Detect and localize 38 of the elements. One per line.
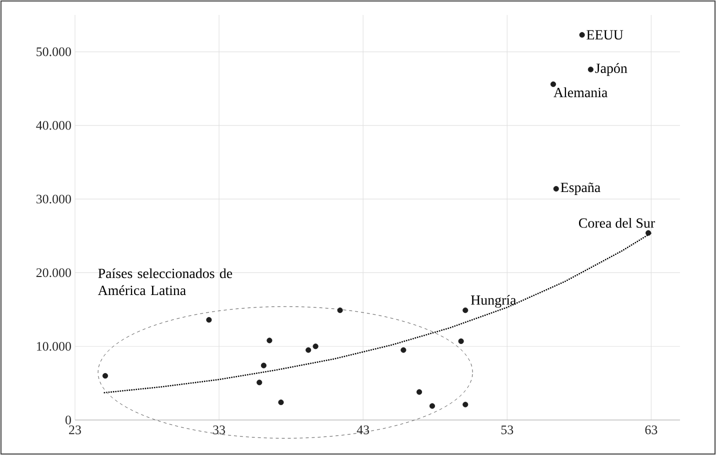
point	[337, 307, 343, 314]
point	[579, 32, 585, 38]
point	[306, 347, 312, 353]
point	[462, 402, 468, 408]
x-tick-label: 23	[69, 426, 81, 434]
point	[400, 347, 406, 353]
annotation: EEUU	[586, 30, 624, 40]
point	[429, 403, 436, 409]
point	[458, 338, 464, 344]
y-tick-label: 50.000	[36, 47, 71, 56]
annotation: Países seleccionados de América Latina	[98, 268, 232, 296]
y-tick-label: 40.000	[36, 121, 71, 130]
annotation: Hungría	[470, 294, 516, 308]
point	[206, 317, 212, 323]
annotation: Corea del Sur	[578, 218, 655, 228]
annotation: Japón	[595, 63, 628, 76]
x-tick-label: 33	[213, 426, 226, 434]
point	[312, 344, 318, 350]
point	[278, 400, 284, 406]
y-tick-label: 20.000	[36, 268, 71, 278]
y-tick-label: 30.000	[36, 194, 71, 204]
annotation: Alemania	[554, 87, 608, 98]
point	[260, 362, 266, 368]
point	[102, 373, 108, 379]
x-tick-label: 53	[501, 426, 514, 434]
x-tick-label: 43	[356, 426, 370, 434]
y-tick-label: 10.000	[37, 342, 71, 351]
point	[266, 338, 272, 344]
annotation: España	[560, 182, 600, 195]
point	[416, 389, 422, 395]
point	[462, 307, 468, 314]
point	[553, 186, 559, 192]
point	[646, 230, 652, 236]
y-tick-label: 0	[66, 416, 71, 424]
x-tick-label: 63	[645, 426, 658, 434]
point	[550, 81, 556, 88]
point	[256, 380, 262, 386]
point	[588, 66, 594, 72]
